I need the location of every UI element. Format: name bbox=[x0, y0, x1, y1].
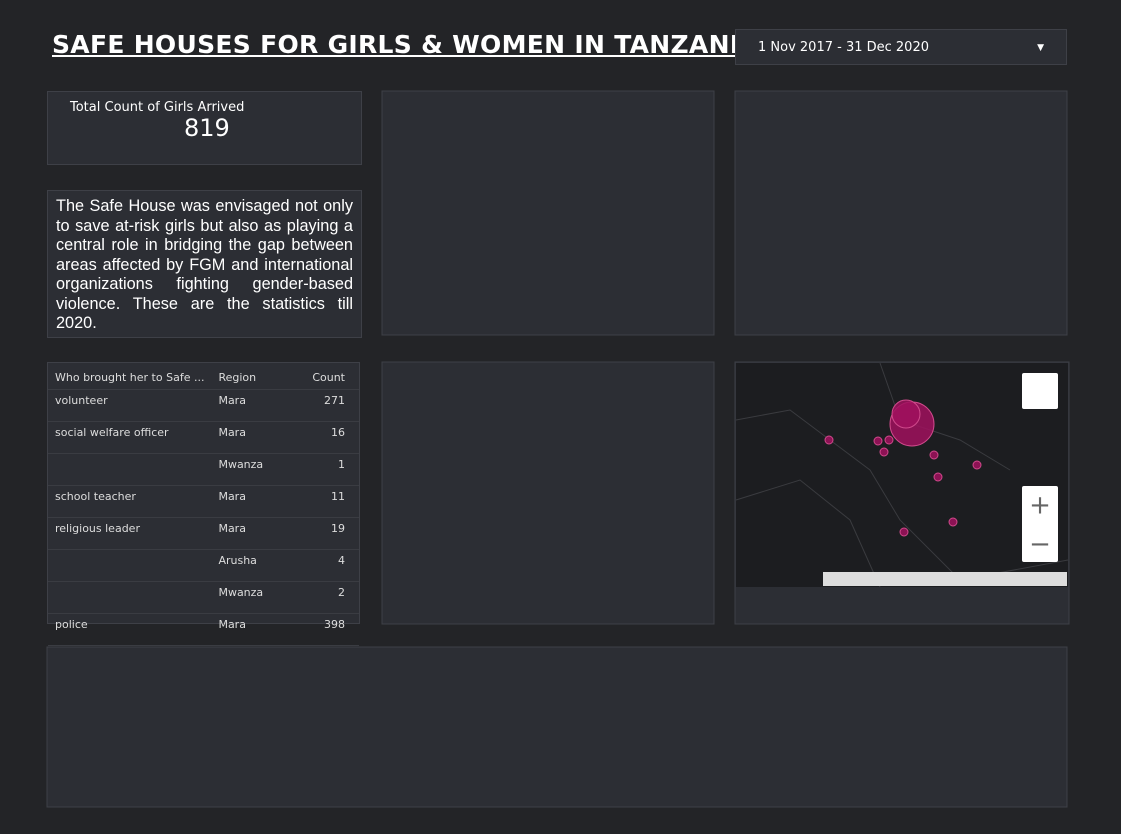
table-cell: religious leader bbox=[48, 517, 212, 550]
map-area[interactable] bbox=[736, 363, 1068, 587]
table-cell: Mwanza bbox=[211, 453, 299, 486]
table-cell: Mara bbox=[211, 421, 299, 454]
table-row: social welfare officer Mara 16 bbox=[48, 421, 359, 454]
table: Who brought her to Safe ... Region Count vo… bbox=[48, 365, 359, 674]
table-cell: 398 bbox=[298, 613, 359, 646]
description: The Safe House was envisaged not only to… bbox=[47, 190, 362, 338]
date-range-picker[interactable]: 1 Nov 2017 - 31 Dec 2020 ▼ bbox=[735, 29, 1067, 65]
table-row: religious leader Mara 19 bbox=[48, 517, 359, 550]
table-cell: Count bbox=[298, 365, 359, 390]
table-row: police Mara 398 bbox=[48, 613, 359, 646]
date-range: 1 Nov 2017 - 31 Dec 2020 bbox=[758, 40, 929, 55]
fullscreen-button[interactable] bbox=[1022, 373, 1058, 409]
panel bbox=[381, 361, 715, 625]
kpi-card: Total Count of Girls Arrived 819 bbox=[47, 91, 362, 165]
attribution-bg bbox=[823, 572, 1067, 586]
table-cell: Mara bbox=[211, 613, 299, 646]
table-cell: 2 bbox=[298, 581, 359, 614]
table-cell: 11 bbox=[298, 485, 359, 518]
table-row: Arusha 4 bbox=[48, 549, 359, 582]
kpi-label: Total Count of Girls Arrived bbox=[70, 100, 245, 115]
page-title: SAFE HOUSES FOR GIRLS & WOMEN IN TANZANI… bbox=[52, 30, 760, 59]
table-cell: Mara bbox=[211, 517, 299, 550]
table-cell bbox=[48, 549, 212, 582]
table-cell: Mwanza bbox=[211, 581, 299, 614]
panel bbox=[734, 90, 1068, 336]
map-border bbox=[735, 362, 1069, 588]
table-row: Grand total Grand total bbox=[48, 645, 359, 674]
table-row: Mwanza 2 bbox=[48, 581, 359, 614]
table-cell: social welfare officer bbox=[48, 421, 212, 454]
table-cell: Mara bbox=[211, 389, 299, 422]
table-cell: Region bbox=[211, 365, 299, 390]
table-cell: 4 bbox=[298, 549, 359, 582]
table-cell bbox=[48, 453, 212, 486]
map-bubbles bbox=[824, 399, 982, 537]
table-cell: 1 bbox=[298, 453, 359, 486]
table-cell: police bbox=[48, 613, 212, 646]
table-cell: 16 bbox=[298, 421, 359, 454]
dropdown-arrow: ▼ bbox=[1037, 43, 1044, 53]
zoom-controls[interactable] bbox=[1022, 486, 1058, 562]
table-cell: Grand total bbox=[211, 645, 299, 674]
table-cell: Arusha bbox=[211, 549, 299, 582]
kpi-value: 819 bbox=[184, 114, 230, 142]
panel bbox=[381, 90, 715, 336]
table-cell: 271 bbox=[298, 389, 359, 422]
table-cell: Who brought her to Safe ... bbox=[48, 365, 212, 390]
table-cell bbox=[48, 581, 212, 614]
table-row: Who brought her to Safe ... Region Count bbox=[48, 365, 359, 390]
table-row: volunteer Mara 271 bbox=[48, 389, 359, 422]
table-cell: 19 bbox=[298, 517, 359, 550]
panel bbox=[734, 361, 1070, 625]
table-cell: volunteer bbox=[48, 389, 212, 422]
table-panel: Who brought her to Safe ... Region Count vo… bbox=[47, 362, 360, 674]
zoom-out[interactable]: − bbox=[1029, 530, 1051, 560]
table-row: Mwanza 1 bbox=[48, 453, 359, 486]
table-cell: Mara bbox=[211, 485, 299, 518]
table-cell: Grand total bbox=[48, 645, 212, 674]
table-cell: school teacher bbox=[48, 485, 212, 518]
table-row: school teacher Mara 11 bbox=[48, 485, 359, 518]
zoom-in[interactable]: + bbox=[1029, 491, 1051, 521]
